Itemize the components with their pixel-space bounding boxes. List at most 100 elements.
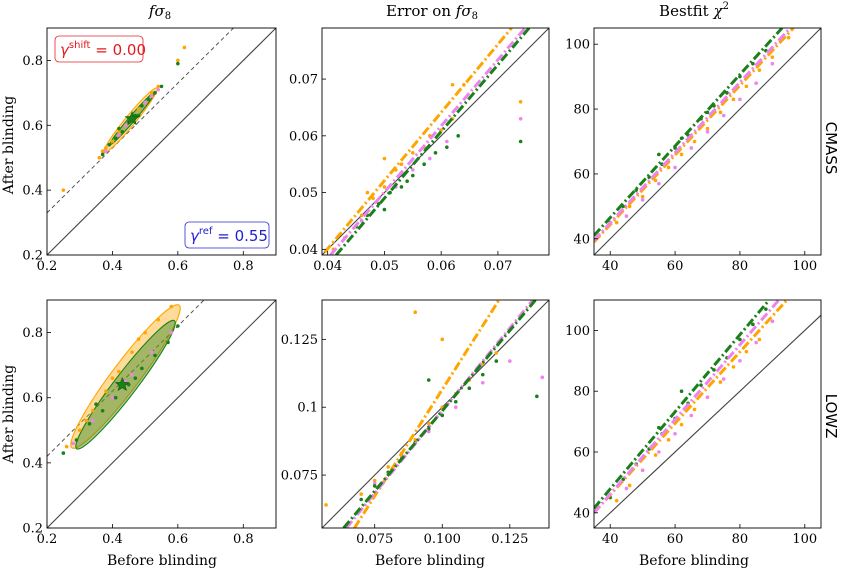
lowz-err-xtick-label: 0.100 bbox=[424, 532, 461, 547]
lowz-fs8-point-violet bbox=[110, 395, 115, 400]
lowz-fs8-point-violet bbox=[169, 330, 174, 335]
cmass-fs8-point-orange bbox=[136, 107, 141, 111]
cmass-fs8-point-orange bbox=[104, 146, 108, 150]
cmass-err-ytick-label: 0.07 bbox=[289, 73, 318, 88]
lowz-fs8-point-green bbox=[61, 451, 66, 455]
lowz-fs8-point-green bbox=[153, 353, 157, 358]
lowz-fs8-ytick-label: 0.8 bbox=[22, 326, 43, 341]
cmass-fs8-point-violet bbox=[104, 149, 108, 154]
lowz-chi2-point-green bbox=[712, 368, 716, 372]
lowz-fs8-frame bbox=[46, 299, 277, 529]
lowz-chi2-fit-violet bbox=[594, 300, 780, 514]
cmass-chi2-ytick-label: 100 bbox=[565, 38, 590, 53]
lowz-fs8-point-orange bbox=[110, 376, 115, 380]
lowz-fs8-point-orange bbox=[104, 389, 108, 394]
lowz-fs8-point-orange bbox=[130, 350, 134, 354]
cmass-fs8-point-orange bbox=[149, 91, 154, 95]
lowz-fs8-identity-line bbox=[47, 300, 276, 528]
cmass-fs8-point-green bbox=[100, 152, 105, 157]
cmass-chi2-point-violet bbox=[624, 214, 629, 218]
cmass-fs8-point-green bbox=[113, 136, 118, 141]
cmass-fs8-point-orange bbox=[156, 84, 161, 89]
lowz-fs8-point-orange bbox=[136, 337, 141, 341]
lowz-fs8-ellipse-orange bbox=[70, 304, 181, 449]
lowz-err-frame bbox=[321, 299, 550, 529]
lowz-err-point-violet bbox=[372, 481, 377, 486]
cmass-chi2-point-orange bbox=[744, 84, 749, 89]
lowz-chi2-point-orange bbox=[666, 438, 671, 442]
lowz-chi2-identity-line bbox=[594, 314, 821, 528]
lowz-err-point-orange bbox=[440, 337, 445, 342]
lowz-err-point-green bbox=[440, 413, 445, 418]
lowz-chi2-xtick-label: 80 bbox=[732, 532, 749, 547]
lowz-err-plot-area bbox=[322, 300, 549, 528]
lowz-err-point-violet bbox=[540, 375, 545, 380]
lowz-chi2-point-green bbox=[679, 389, 684, 394]
col-title-fs8: fσ8 bbox=[148, 2, 171, 22]
cmass-err-point-green bbox=[376, 202, 381, 206]
lowz-err-point-violet bbox=[480, 380, 485, 385]
lowz-err-ytick-label: 0.125 bbox=[281, 333, 318, 348]
lowz-fs8-point-orange bbox=[77, 428, 82, 433]
cmass-chi2-point-violet bbox=[640, 198, 645, 202]
cmass-fs8-star-marker bbox=[124, 110, 140, 126]
lowz-err-xtick-label: 0.075 bbox=[356, 532, 393, 547]
lowz-fs8-xtick-label: 0.4 bbox=[102, 532, 123, 547]
cmass-err-ytick-label: 0.04 bbox=[289, 243, 318, 258]
lowz-err-fit-green bbox=[342, 300, 537, 528]
lowz-fs8-point-violet bbox=[91, 418, 95, 423]
panel-cmass-err: 0.04 0.05 0.06 0.07 0.04 0.05 0.06 0.07 bbox=[289, 27, 550, 274]
cmass-chi2-point-orange bbox=[679, 152, 684, 157]
lowz-fs8-ytick-label: 0.4 bbox=[22, 456, 43, 471]
lowz-err-point-green bbox=[535, 394, 539, 399]
cmass-fs8-ytick-label: 0.4 bbox=[22, 184, 43, 199]
cmass-err-fit-orange bbox=[323, 28, 513, 254]
cmass-fs8-identity-line bbox=[47, 28, 276, 255]
cmass-chi2-plot-area bbox=[594, 28, 821, 255]
cmass-err-point-green bbox=[445, 145, 449, 149]
lowz-err-point-violet bbox=[426, 429, 431, 434]
lowz-chi2-point-violet bbox=[738, 359, 742, 363]
cmass-fs8-point-green bbox=[107, 142, 111, 147]
lowz-chi2-point-orange bbox=[627, 483, 632, 488]
lowz-chi2-ytick-label: 60 bbox=[573, 446, 590, 461]
cmass-fs8-ytick-label: 0.6 bbox=[22, 119, 43, 134]
lowz-fs8-point-orange bbox=[84, 418, 89, 423]
ylabel-bottom: After blinding bbox=[1, 365, 17, 464]
lowz-err-point-orange bbox=[359, 492, 363, 496]
lowz-chi2-point-violet bbox=[705, 395, 710, 400]
cmass-err-point-green bbox=[399, 185, 404, 189]
cmass-chi2-xtick-label: 80 bbox=[732, 259, 749, 274]
lowz-chi2-point-green bbox=[764, 307, 768, 311]
cmass-chi2-point-orange bbox=[786, 35, 791, 40]
cmass-chi2-xtick-label: 40 bbox=[602, 259, 619, 274]
lowz-fs8-point-green bbox=[140, 366, 144, 371]
cmass-fs8-point-green bbox=[120, 129, 125, 134]
panel-cmass-fs8: 0.2 0.4 0.6 0.8 0.2 0.4 0.6 0.8 bbox=[22, 27, 277, 274]
lowz-fs8-ytick-label: 0.6 bbox=[22, 391, 43, 406]
row-label-lowz: LOWZ bbox=[822, 394, 840, 439]
lowz-fs8-point-orange bbox=[117, 369, 121, 374]
panel-lowz-fs8: 0.2 0.4 0.6 0.8 0.2 0.4 0.6 0.8 bbox=[22, 299, 277, 547]
cmass-err-point-orange bbox=[382, 156, 387, 161]
cmass-fs8-xtick-label: 0.2 bbox=[37, 259, 58, 274]
cmass-chi2-point-orange bbox=[653, 178, 658, 183]
cmass-err-fit-green bbox=[335, 28, 531, 255]
lowz-chi2-point-green bbox=[699, 383, 703, 387]
lowz-fs8-point-orange bbox=[156, 317, 161, 322]
cmass-fs8-plot-area bbox=[47, 28, 276, 255]
cmass-chi2-ytick-label: 60 bbox=[573, 167, 590, 182]
cmass-chi2-point-violet bbox=[721, 113, 726, 118]
lowz-fs8-xtick-label: 0.8 bbox=[233, 532, 254, 547]
cmass-fs8-point-violet bbox=[123, 123, 128, 128]
annotation-gamma-ref: γref = 0.55 bbox=[184, 221, 270, 249]
cmass-fs8-point-green bbox=[146, 97, 151, 102]
cmass-chi2-xtick-label: 60 bbox=[667, 259, 684, 274]
lowz-chi2-xtick-label: 100 bbox=[792, 532, 817, 547]
cmass-fs8-ytick-label: 0.2 bbox=[22, 249, 43, 264]
lowz-fs8-point-green bbox=[87, 421, 92, 426]
cmass-fs8-xtick-label: 0.8 bbox=[233, 259, 254, 274]
lowz-fs8-point-green bbox=[133, 376, 138, 380]
lowz-chi2-point-violet bbox=[657, 450, 661, 454]
cmass-chi2-point-violet bbox=[754, 81, 758, 85]
